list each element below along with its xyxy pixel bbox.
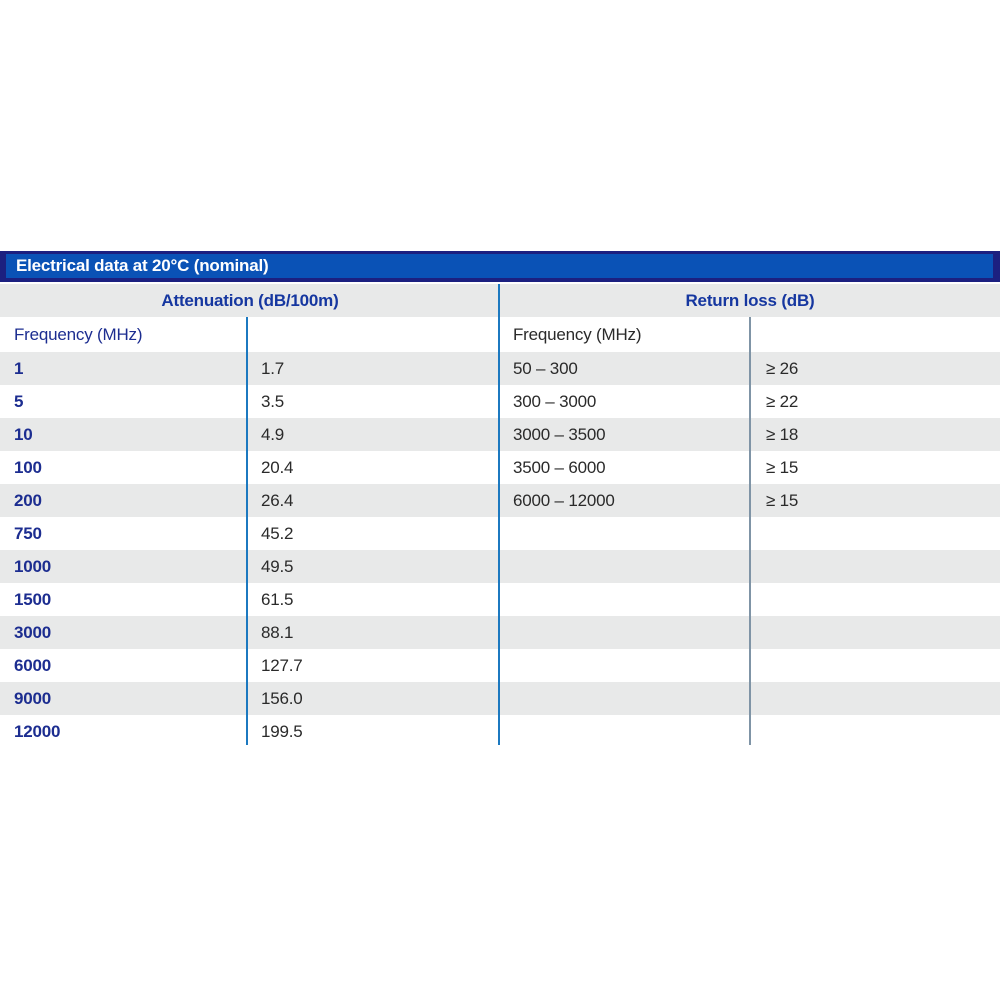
table-row: 6000 127.7 (0, 649, 1000, 682)
attenuation-value-cell: 4.9 (261, 424, 285, 444)
empty-cell (750, 550, 1000, 583)
empty-cell (499, 583, 750, 616)
attenuation-value-cell: 127.7 (261, 655, 303, 675)
attenuation-value-cell: 156.0 (261, 688, 303, 708)
return-loss-range-cell: 3500 – 6000 (513, 457, 606, 477)
table-row: 10 4.9 3000 – 3500 ≥ 18 (0, 418, 1000, 451)
table-grid: Attenuation (dB/100m) Return loss (dB) F… (0, 284, 1000, 748)
empty-cell (750, 715, 1000, 748)
empty-cell (499, 682, 750, 715)
empty-cell (750, 682, 1000, 715)
attenuation-frequency-cell: 12000 (14, 721, 61, 741)
attenuation-frequency-cell: 1500 (14, 589, 52, 609)
return-loss-value-cell: ≥ 15 (766, 457, 799, 477)
table-header-row: Attenuation (dB/100m) Return loss (dB) (0, 284, 1000, 317)
attenuation-frequency-cell: 6000 (14, 655, 52, 675)
return-loss-value-cell: ≥ 18 (766, 424, 799, 444)
attenuation-value-cell: 20.4 (261, 457, 294, 477)
return-loss-frequency-label: Frequency (MHz) (513, 324, 642, 344)
attenuation-value-cell: 26.4 (261, 490, 294, 510)
table-row: 1000 49.5 (0, 550, 1000, 583)
attenuation-value-cell: 199.5 (261, 721, 303, 741)
attenuation-value-cell: 88.1 (261, 622, 294, 642)
return-loss-range-cell: 50 – 300 (513, 358, 578, 378)
attenuation-header: Attenuation (dB/100m) (161, 290, 339, 310)
column-divider (749, 317, 751, 745)
attenuation-frequency-cell: 1 (14, 358, 24, 378)
empty-cell (499, 550, 750, 583)
section-title-bar: Electrical data at 20°C (nominal) (0, 251, 1000, 282)
empty-cell (499, 649, 750, 682)
attenuation-frequency-cell: 100 (14, 457, 42, 477)
attenuation-frequency-cell: 5 (14, 391, 24, 411)
table-row: 9000 156.0 (0, 682, 1000, 715)
return-loss-value-cell: ≥ 15 (766, 490, 799, 510)
divider (0, 282, 1000, 284)
empty-cell (750, 649, 1000, 682)
electrical-data-table: Electrical data at 20°C (nominal) Attenu… (0, 251, 1000, 748)
table-row: 3000 88.1 (0, 616, 1000, 649)
attenuation-value-cell: 49.5 (261, 556, 294, 576)
attenuation-value-cell: 3.5 (261, 391, 285, 411)
return-loss-value-cell: ≥ 22 (766, 391, 799, 411)
attenuation-value-cell: 45.2 (261, 523, 294, 543)
empty-cell (499, 517, 750, 550)
attenuation-frequency-label: Frequency (MHz) (14, 324, 143, 344)
section-title: Electrical data at 20°C (nominal) (16, 256, 269, 275)
attenuation-frequency-cell: 1000 (14, 556, 52, 576)
return-loss-header: Return loss (dB) (685, 290, 815, 310)
attenuation-value-cell: 61.5 (261, 589, 294, 609)
attenuation-frequency-cell: 10 (14, 424, 33, 444)
empty-cell (499, 715, 750, 748)
table-row: 200 26.4 6000 – 12000 ≥ 15 (0, 484, 1000, 517)
table-row: 1500 61.5 (0, 583, 1000, 616)
attenuation-frequency-cell: 9000 (14, 688, 52, 708)
table-row: 12000 199.5 (0, 715, 1000, 748)
empty-cell (499, 616, 750, 649)
return-loss-range-cell: 300 – 3000 (513, 391, 597, 411)
empty-cell (750, 616, 1000, 649)
empty-cell (750, 317, 1000, 352)
column-divider (246, 317, 248, 745)
empty-cell (750, 583, 1000, 616)
table-row: 750 45.2 (0, 517, 1000, 550)
empty-cell (750, 517, 1000, 550)
table-row: 5 3.5 300 – 3000 ≥ 22 (0, 385, 1000, 418)
table-row: 1 1.7 50 – 300 ≥ 26 (0, 352, 1000, 385)
attenuation-frequency-cell: 200 (14, 490, 42, 510)
return-loss-range-cell: 6000 – 12000 (513, 490, 615, 510)
section-divider (498, 284, 500, 745)
table-row: 100 20.4 3500 – 6000 ≥ 15 (0, 451, 1000, 484)
attenuation-frequency-cell: 750 (14, 523, 42, 543)
return-loss-range-cell: 3000 – 3500 (513, 424, 606, 444)
empty-cell (247, 317, 499, 352)
return-loss-value-cell: ≥ 26 (766, 358, 799, 378)
attenuation-frequency-cell: 3000 (14, 622, 52, 642)
attenuation-value-cell: 1.7 (261, 358, 285, 378)
table-subheader-row: Frequency (MHz) Frequency (MHz) (0, 317, 1000, 352)
